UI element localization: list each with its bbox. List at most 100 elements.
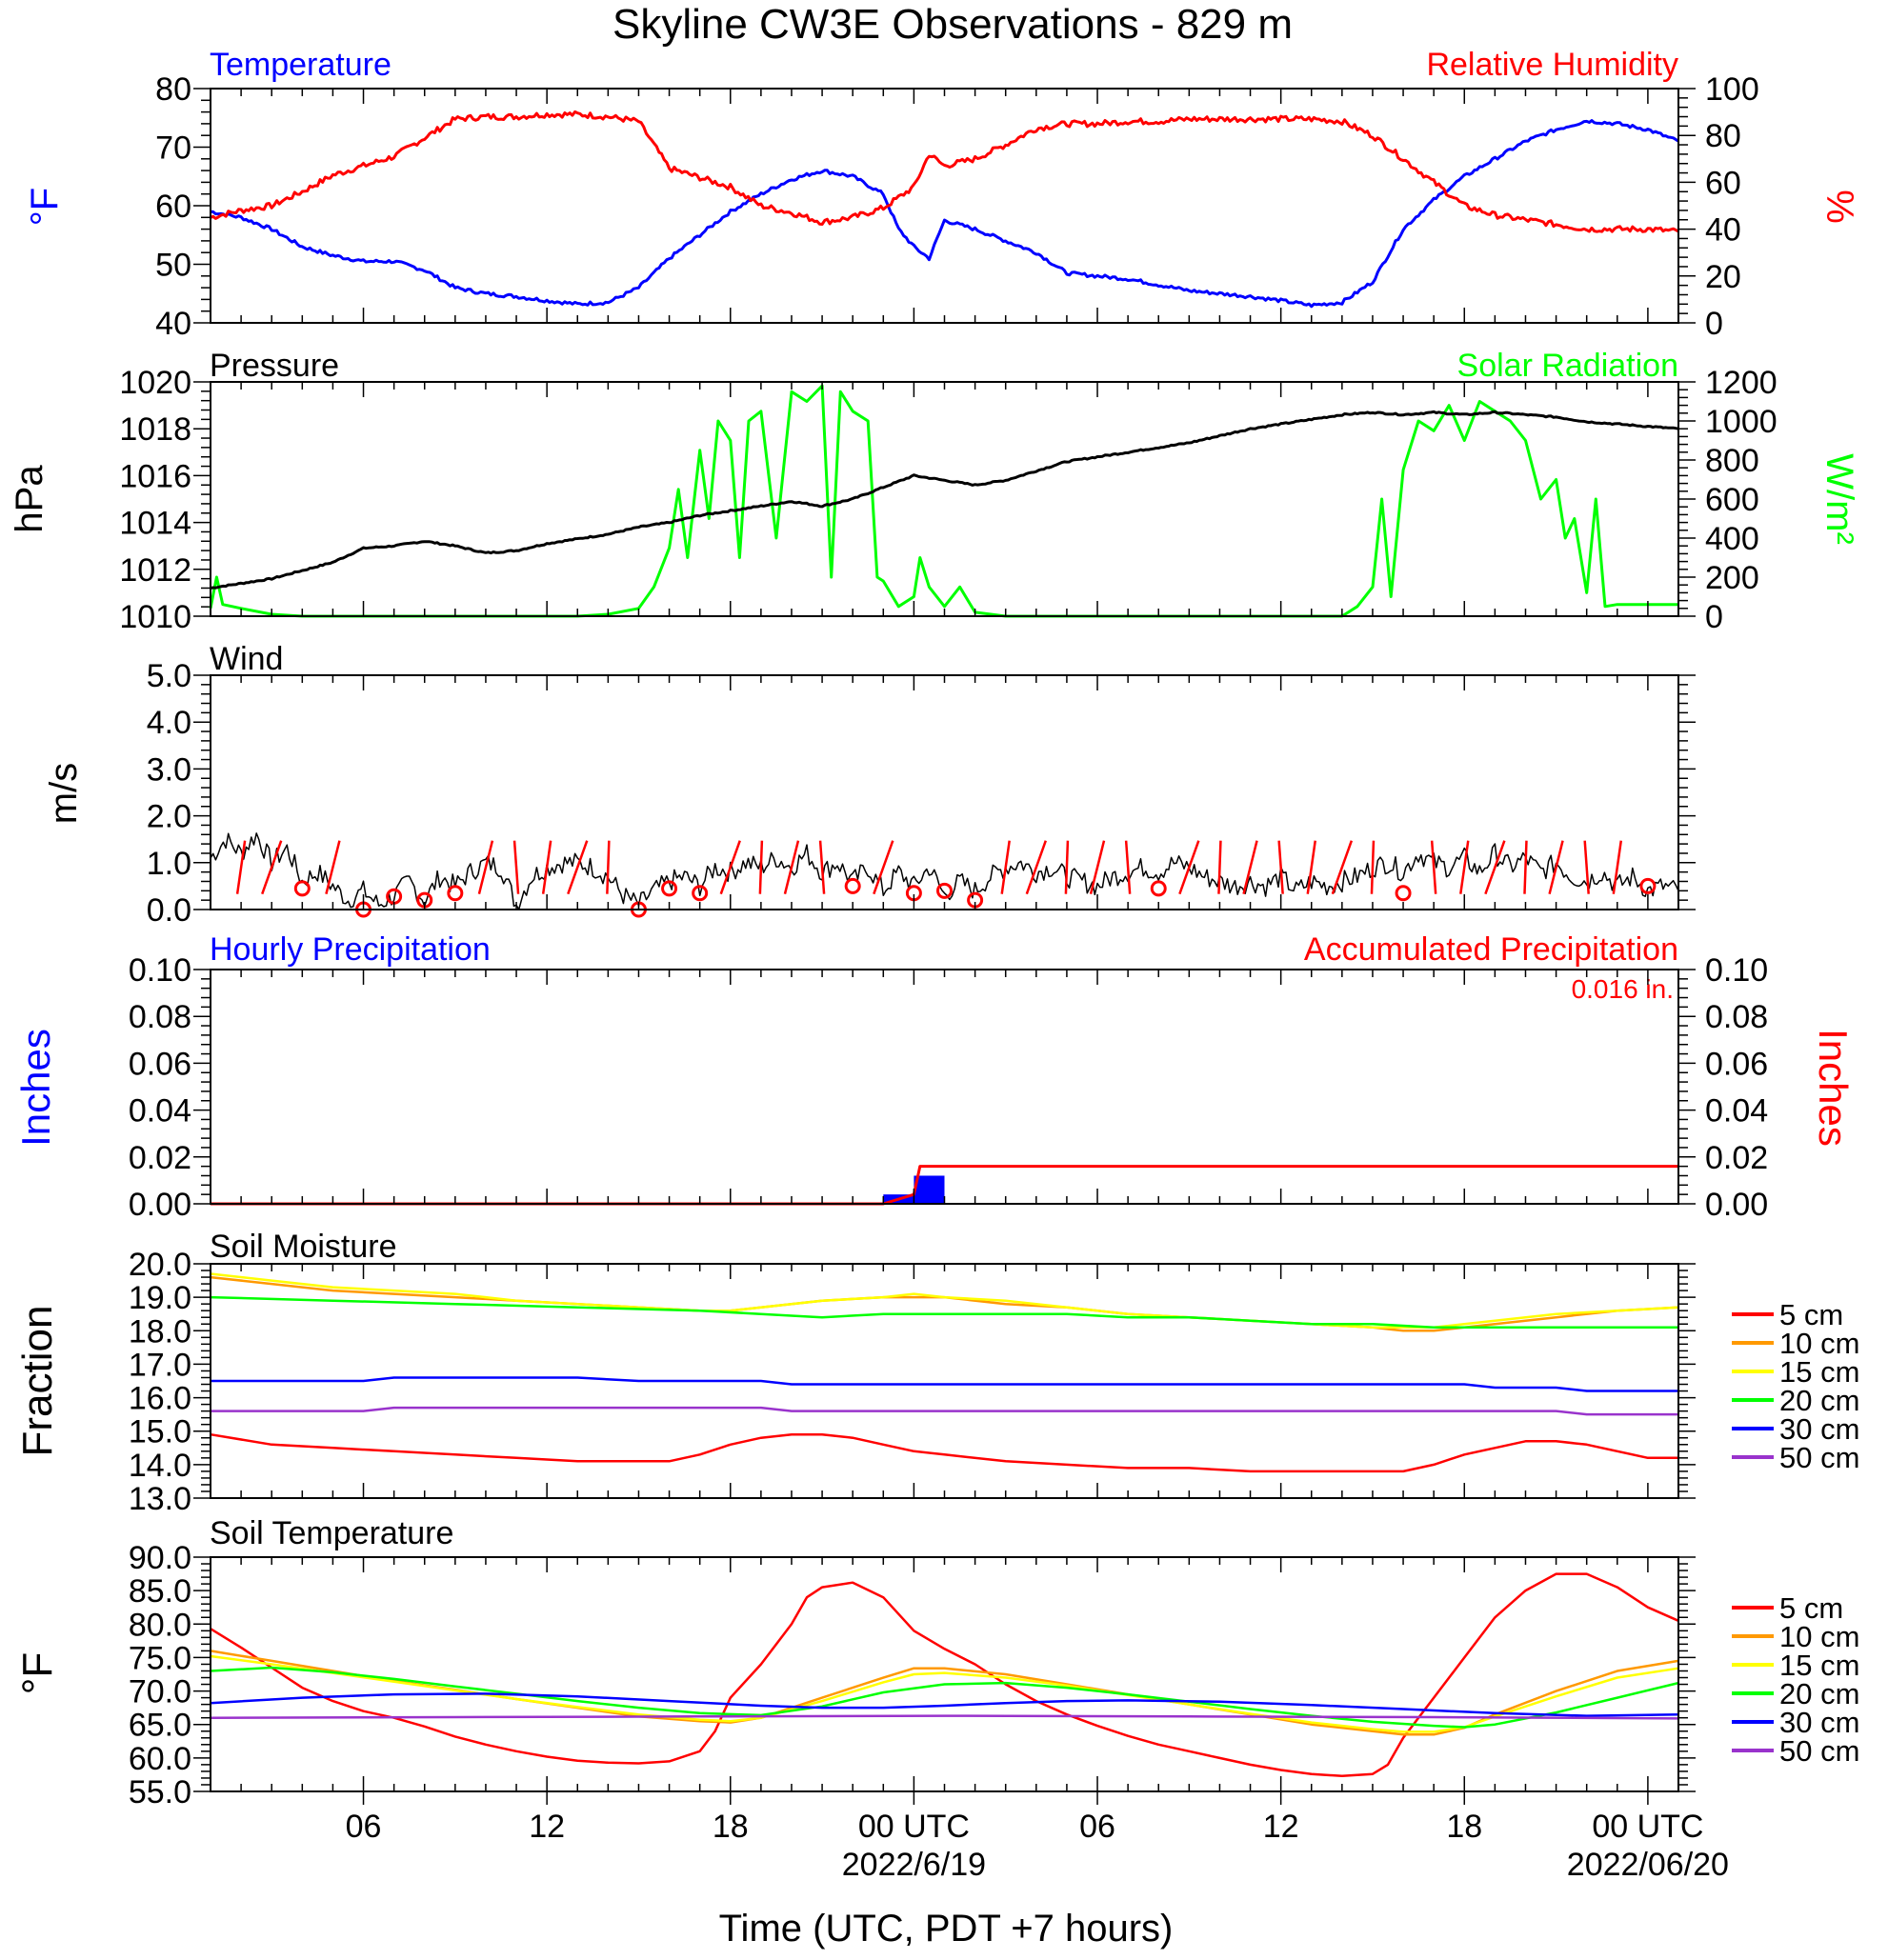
tick-label: 40 xyxy=(1705,212,1741,249)
tick-label: 0.10 xyxy=(129,952,191,989)
date-label: 2022/6/19 xyxy=(842,1847,986,1883)
temp-rh-plot-area xyxy=(210,110,1679,309)
tick-label: 1010 xyxy=(119,599,191,635)
tick-label: 60.0 xyxy=(129,1741,191,1777)
soil-temp-line-20cm xyxy=(210,1666,1679,1729)
humidity-line xyxy=(210,110,1679,233)
legend-label: 5 cm xyxy=(1779,1591,1843,1625)
wind-direction-barb xyxy=(261,840,283,895)
humidity-ticks: 0 20 40 60 80 100 xyxy=(1678,71,1759,342)
soil-moisture-panel: Soil Moisture Fraction 13.014.015.016.01… xyxy=(14,1229,1859,1517)
date-label: 2022/06/20 xyxy=(1567,1847,1729,1883)
pressure-line xyxy=(210,410,1679,590)
soil-moisture-right-ticks xyxy=(1678,1263,1696,1499)
wind-direction-barb xyxy=(325,840,341,895)
pressure-ticks: 1010 1012 1014 1016 1018 1020 xyxy=(119,365,211,635)
tick-label: 0.00 xyxy=(1705,1187,1768,1223)
calm-wind-marker xyxy=(692,885,709,902)
soil-moisture-ticks: 13.014.015.016.017.018.019.020.0 xyxy=(129,1247,211,1517)
soil-temperature-panel: Soil Temperature °F 55.060.065.070.075.0… xyxy=(14,1515,1859,1810)
hourly-precip-units: Inches xyxy=(13,1029,58,1147)
tick-label: 90.0 xyxy=(129,1540,191,1576)
tick-label: 19.0 xyxy=(129,1280,191,1316)
tick-label: 0.06 xyxy=(1705,1046,1768,1082)
wind-direction-barb xyxy=(1583,840,1590,894)
time-axis-label: Time (UTC, PDT +7 hours) xyxy=(719,1908,1174,1950)
wind-direction-barb xyxy=(1000,840,1011,894)
tick-label: 0.00 xyxy=(129,1187,191,1223)
legend-label: 50 cm xyxy=(1779,1734,1859,1768)
tick-label: 600 xyxy=(1705,482,1759,518)
temperature-title: Temperature xyxy=(210,47,392,83)
wind-direction-barb xyxy=(606,840,611,894)
wind-direction-barb xyxy=(541,840,552,894)
tick-label: 3.0 xyxy=(147,751,191,788)
tick-label: 80.0 xyxy=(129,1607,191,1643)
tick-label: 0 xyxy=(1705,306,1723,342)
tick-label: 0.08 xyxy=(1705,999,1768,1035)
wind-direction-barb xyxy=(1217,840,1222,894)
tick-label: 2.0 xyxy=(147,799,191,835)
legend-label: 10 cm xyxy=(1779,1620,1859,1653)
pressure-solar-plot-area xyxy=(209,384,1679,618)
legend-label: 20 cm xyxy=(1779,1677,1859,1710)
tick-label: 75.0 xyxy=(129,1640,191,1676)
temperature-line xyxy=(210,119,1679,309)
soil-temp-ticks: 55.060.065.070.075.080.085.090.0 xyxy=(129,1540,211,1810)
soil-temp-line-10cm xyxy=(210,1650,1679,1736)
time-tick-label: 18 xyxy=(713,1809,749,1845)
wind-direction-barb xyxy=(1430,840,1437,894)
wind-direction-barb xyxy=(1178,840,1200,895)
wind-direction-barb xyxy=(1459,840,1470,894)
wind-frame xyxy=(210,674,1679,910)
tick-label: 1.0 xyxy=(147,846,191,882)
wind-direction-barb xyxy=(1064,840,1070,894)
tick-label: 17.0 xyxy=(129,1347,191,1383)
tick-label: 0.0 xyxy=(147,892,191,929)
pressure-solar-frame xyxy=(210,381,1679,617)
tick-label: 0.04 xyxy=(129,1093,191,1130)
wind-panel: Wind m/s 0.0 1.0 2.0 3.0 4.0 5.0 xyxy=(43,641,1696,929)
soil-temp-frame xyxy=(210,1556,1679,1792)
tick-label: 20 xyxy=(1705,259,1741,295)
time-tick-label: 06 xyxy=(346,1809,382,1845)
legend-label: 30 cm xyxy=(1779,1412,1859,1446)
tick-label: 1000 xyxy=(1705,404,1778,440)
tick-label: 5.0 xyxy=(147,658,191,694)
soil-temp-right-ticks xyxy=(1678,1556,1696,1792)
soil-moisture-units: Fraction xyxy=(14,1306,61,1457)
soil-temp-title: Soil Temperature xyxy=(210,1515,453,1551)
soil-moisture-frame xyxy=(210,1263,1679,1499)
wind-direction-barb xyxy=(1277,840,1284,894)
tick-label: 60 xyxy=(1705,165,1741,201)
tick-label: 1016 xyxy=(119,458,191,494)
temperature-units: °F xyxy=(24,188,66,226)
soil-temp-units: °F xyxy=(14,1652,61,1694)
wind-direction-barb xyxy=(1331,840,1354,895)
legend-label: 30 cm xyxy=(1779,1706,1859,1739)
wind-direction-barb xyxy=(1025,840,1047,895)
legend-label: 50 cm xyxy=(1779,1441,1859,1474)
wind-direction-barb xyxy=(1242,840,1258,895)
time-tick-label: 12 xyxy=(529,1809,565,1845)
wind-direction-barb xyxy=(1548,840,1564,895)
temp-rh-frame xyxy=(210,88,1679,324)
soil-temp-line-30cm xyxy=(210,1692,1679,1717)
tick-label: 85.0 xyxy=(129,1573,191,1610)
figure-title: Skyline CW3E Observations - 829 m xyxy=(613,1,1293,48)
tick-label: 14.0 xyxy=(129,1448,191,1484)
time-tick-label: 00 UTC xyxy=(1592,1809,1703,1845)
calm-wind-marker xyxy=(844,877,861,894)
humidity-title: Relative Humidity xyxy=(1426,47,1678,83)
soil-temp-line-15cm xyxy=(210,1654,1679,1733)
tick-label: 70 xyxy=(155,130,191,167)
legend-label: 5 cm xyxy=(1779,1298,1843,1331)
soil-moisture-plot-area xyxy=(210,1272,1679,1473)
tick-label: 800 xyxy=(1705,443,1759,479)
tick-label: 15.0 xyxy=(129,1414,191,1450)
wind-direction-barb xyxy=(1370,840,1376,894)
wind-direction-barb xyxy=(719,840,741,895)
wind-direction-barb xyxy=(477,840,494,895)
soil-temp-line-5cm xyxy=(210,1572,1679,1778)
